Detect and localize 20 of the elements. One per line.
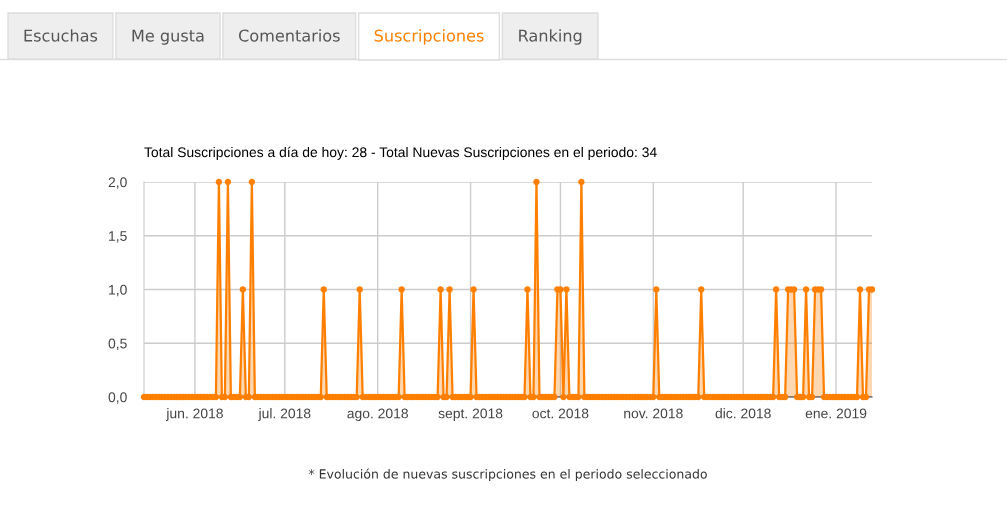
x-tick-label: dic. 2018 — [715, 408, 771, 419]
category-label: Comentarios — [238, 29, 340, 42]
x-tick-label: sept. 2018 — [438, 408, 503, 422]
x-tick-label: jun. 2018 — [166, 408, 223, 422]
category-label: Me gusta — [132, 29, 204, 45]
category-label: Escuchas — [24, 29, 98, 42]
category-label: Suscripciones — [374, 29, 484, 45]
y-tick-label: 0,0 — [108, 392, 127, 404]
x-tick-label: nov. 2018 — [624, 408, 683, 419]
x-tick-label: ene. 2019 — [805, 408, 867, 419]
x-tick-label: jul. 2018 — [258, 408, 311, 422]
chart-title: Total Suscripciones a día de hoy: 28 - Total Nuevas Suscripciones en el periodo: 34 — [144, 146, 657, 160]
y-tick-label: 1,0 — [109, 284, 127, 297]
x-tick-label: oct. 2018 — [532, 408, 589, 419]
y-tick-label: 2,0 — [108, 177, 127, 189]
category-label: Ranking — [519, 29, 582, 45]
y-tick-label: 0,5 — [108, 338, 127, 351]
x-tick-label: ago. 2018 — [347, 408, 408, 422]
y-tick-label: 1,5 — [109, 231, 127, 243]
text: * Evolución de nuevas suscripciones en el periodo seleccionado — [308, 468, 707, 482]
